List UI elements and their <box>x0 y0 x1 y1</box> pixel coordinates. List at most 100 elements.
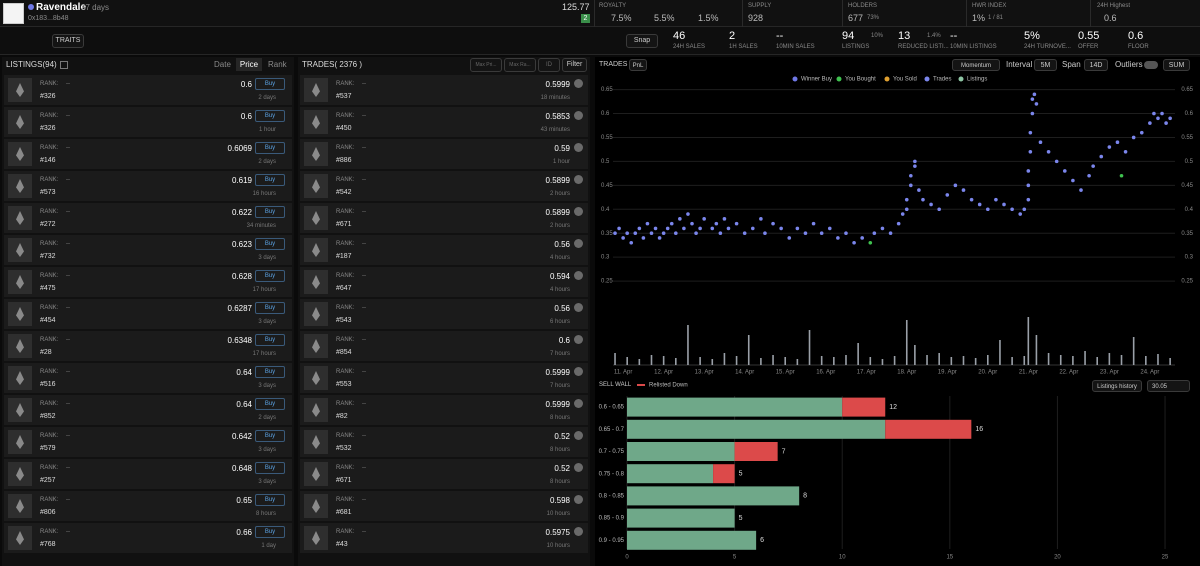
sum-button[interactable]: SUM <box>1163 59 1190 71</box>
data-point <box>625 231 629 235</box>
interval-select[interactable]: 5M <box>1034 59 1057 71</box>
x-tick-label: 17. Apr <box>857 370 876 376</box>
rank-label: RANK: <box>336 145 355 151</box>
sort-tab[interactable]: Rank <box>268 60 287 69</box>
data-point <box>726 226 731 231</box>
volume-bar <box>938 353 940 365</box>
data-point <box>771 221 775 226</box>
data-point <box>969 197 974 202</box>
buy-button[interactable]: Buy <box>255 302 285 314</box>
buy-button[interactable]: Buy <box>255 174 285 186</box>
data-point <box>1030 111 1035 116</box>
data-point <box>937 207 941 212</box>
volume-bar <box>820 356 823 365</box>
time: 3 days <box>258 383 276 389</box>
momentum-button[interactable]: Momentum <box>952 59 1000 71</box>
filter-input[interactable]: Max Ra... <box>504 58 536 72</box>
snap-button[interactable]: Snap <box>626 34 658 48</box>
holders-value: 677 <box>848 13 864 23</box>
data-point <box>722 217 727 221</box>
buy-button[interactable]: Buy <box>255 462 285 474</box>
data-point <box>860 236 864 240</box>
token-id: #516 <box>40 381 56 388</box>
buy-button[interactable]: Buy <box>255 430 285 442</box>
row <box>4 395 292 425</box>
eth-icon <box>16 275 24 289</box>
checkbox[interactable] <box>60 61 68 69</box>
y-tick-label-right: 0.25 <box>1181 279 1193 285</box>
divider <box>842 0 843 27</box>
collection-age: 37 days <box>81 3 110 12</box>
data-point <box>629 240 634 245</box>
row <box>300 267 588 297</box>
outliers-toggle[interactable] <box>1144 61 1158 69</box>
trade-icon <box>574 207 583 216</box>
buy-button[interactable]: Buy <box>255 526 285 538</box>
rank-label: RANK: <box>40 273 59 279</box>
stat-label: LISTINGS <box>842 44 870 50</box>
data-point <box>917 188 921 192</box>
sort-tab[interactable]: Date <box>214 60 231 69</box>
buy-button[interactable]: Buy <box>255 398 285 410</box>
trade-icon <box>574 143 583 152</box>
buy-button[interactable]: Buy <box>255 142 285 154</box>
sort-tab[interactable]: Price <box>236 58 262 71</box>
data-point <box>1152 111 1156 116</box>
x-tick-label: 13. Apr <box>695 370 714 376</box>
data-point <box>888 231 893 235</box>
data-point <box>1026 169 1031 173</box>
span-select[interactable]: 14D <box>1084 59 1108 71</box>
filter-button[interactable]: Filter <box>562 58 587 72</box>
volume-bar <box>675 358 677 365</box>
buy-button[interactable]: Buy <box>255 78 285 90</box>
data-point <box>1018 212 1023 216</box>
volume-bar <box>893 356 896 365</box>
data-point <box>1022 207 1027 212</box>
buy-button[interactable]: Buy <box>255 270 285 282</box>
stat-value: 13 <box>898 30 911 42</box>
buy-button[interactable]: Buy <box>255 494 285 506</box>
rank-value: -- <box>66 113 70 119</box>
buy-button[interactable]: Buy <box>255 366 285 378</box>
buy-button[interactable]: Buy <box>255 238 285 250</box>
chart-tab[interactable]: PnL <box>629 59 647 71</box>
total-label: 8 <box>803 493 807 500</box>
data-point <box>1028 150 1033 154</box>
filter-input[interactable]: Max Pri... <box>470 58 502 72</box>
time: 6 hours <box>549 319 570 325</box>
traits-button[interactable]: TRAITS <box>52 34 84 48</box>
time: 3 days <box>258 447 276 453</box>
volume-bar <box>987 355 989 365</box>
time: 1 day <box>261 543 276 549</box>
buy-button[interactable]: Buy <box>255 206 285 218</box>
row <box>300 491 588 521</box>
price: 0.6348 <box>227 336 252 345</box>
stat-value: 5% <box>1024 30 1040 42</box>
data-point <box>819 231 824 235</box>
price: 0.623 <box>231 240 252 249</box>
volume-bar <box>833 357 835 365</box>
stat-label: FLOOR <box>1128 44 1149 50</box>
buy-button[interactable]: Buy <box>255 110 285 122</box>
price: 0.598 <box>549 496 570 505</box>
time: 10 hours <box>546 511 570 517</box>
chart-tab[interactable]: TRADES <box>599 61 628 68</box>
row <box>4 331 292 361</box>
time: 2 hours <box>549 191 570 197</box>
buy-button[interactable]: Buy <box>255 334 285 346</box>
row <box>4 363 292 393</box>
price: 0.642 <box>231 432 252 441</box>
price: 0.619 <box>231 176 252 185</box>
x-tick-label: 22. Apr <box>1059 370 1078 376</box>
rank-label: RANK: <box>40 529 59 535</box>
token-id: #553 <box>336 381 352 388</box>
supply-label: SUPPLY <box>748 3 772 9</box>
rank-label: RANK: <box>336 81 355 87</box>
royalty-value: 7.5% <box>611 13 632 23</box>
listings-history-select[interactable]: 30.05 <box>1147 380 1190 392</box>
row <box>4 427 292 457</box>
filter-input[interactable]: ID <box>538 58 560 72</box>
token-id: #82 <box>336 413 348 420</box>
listings-history-button[interactable]: Listings history <box>1092 380 1142 392</box>
